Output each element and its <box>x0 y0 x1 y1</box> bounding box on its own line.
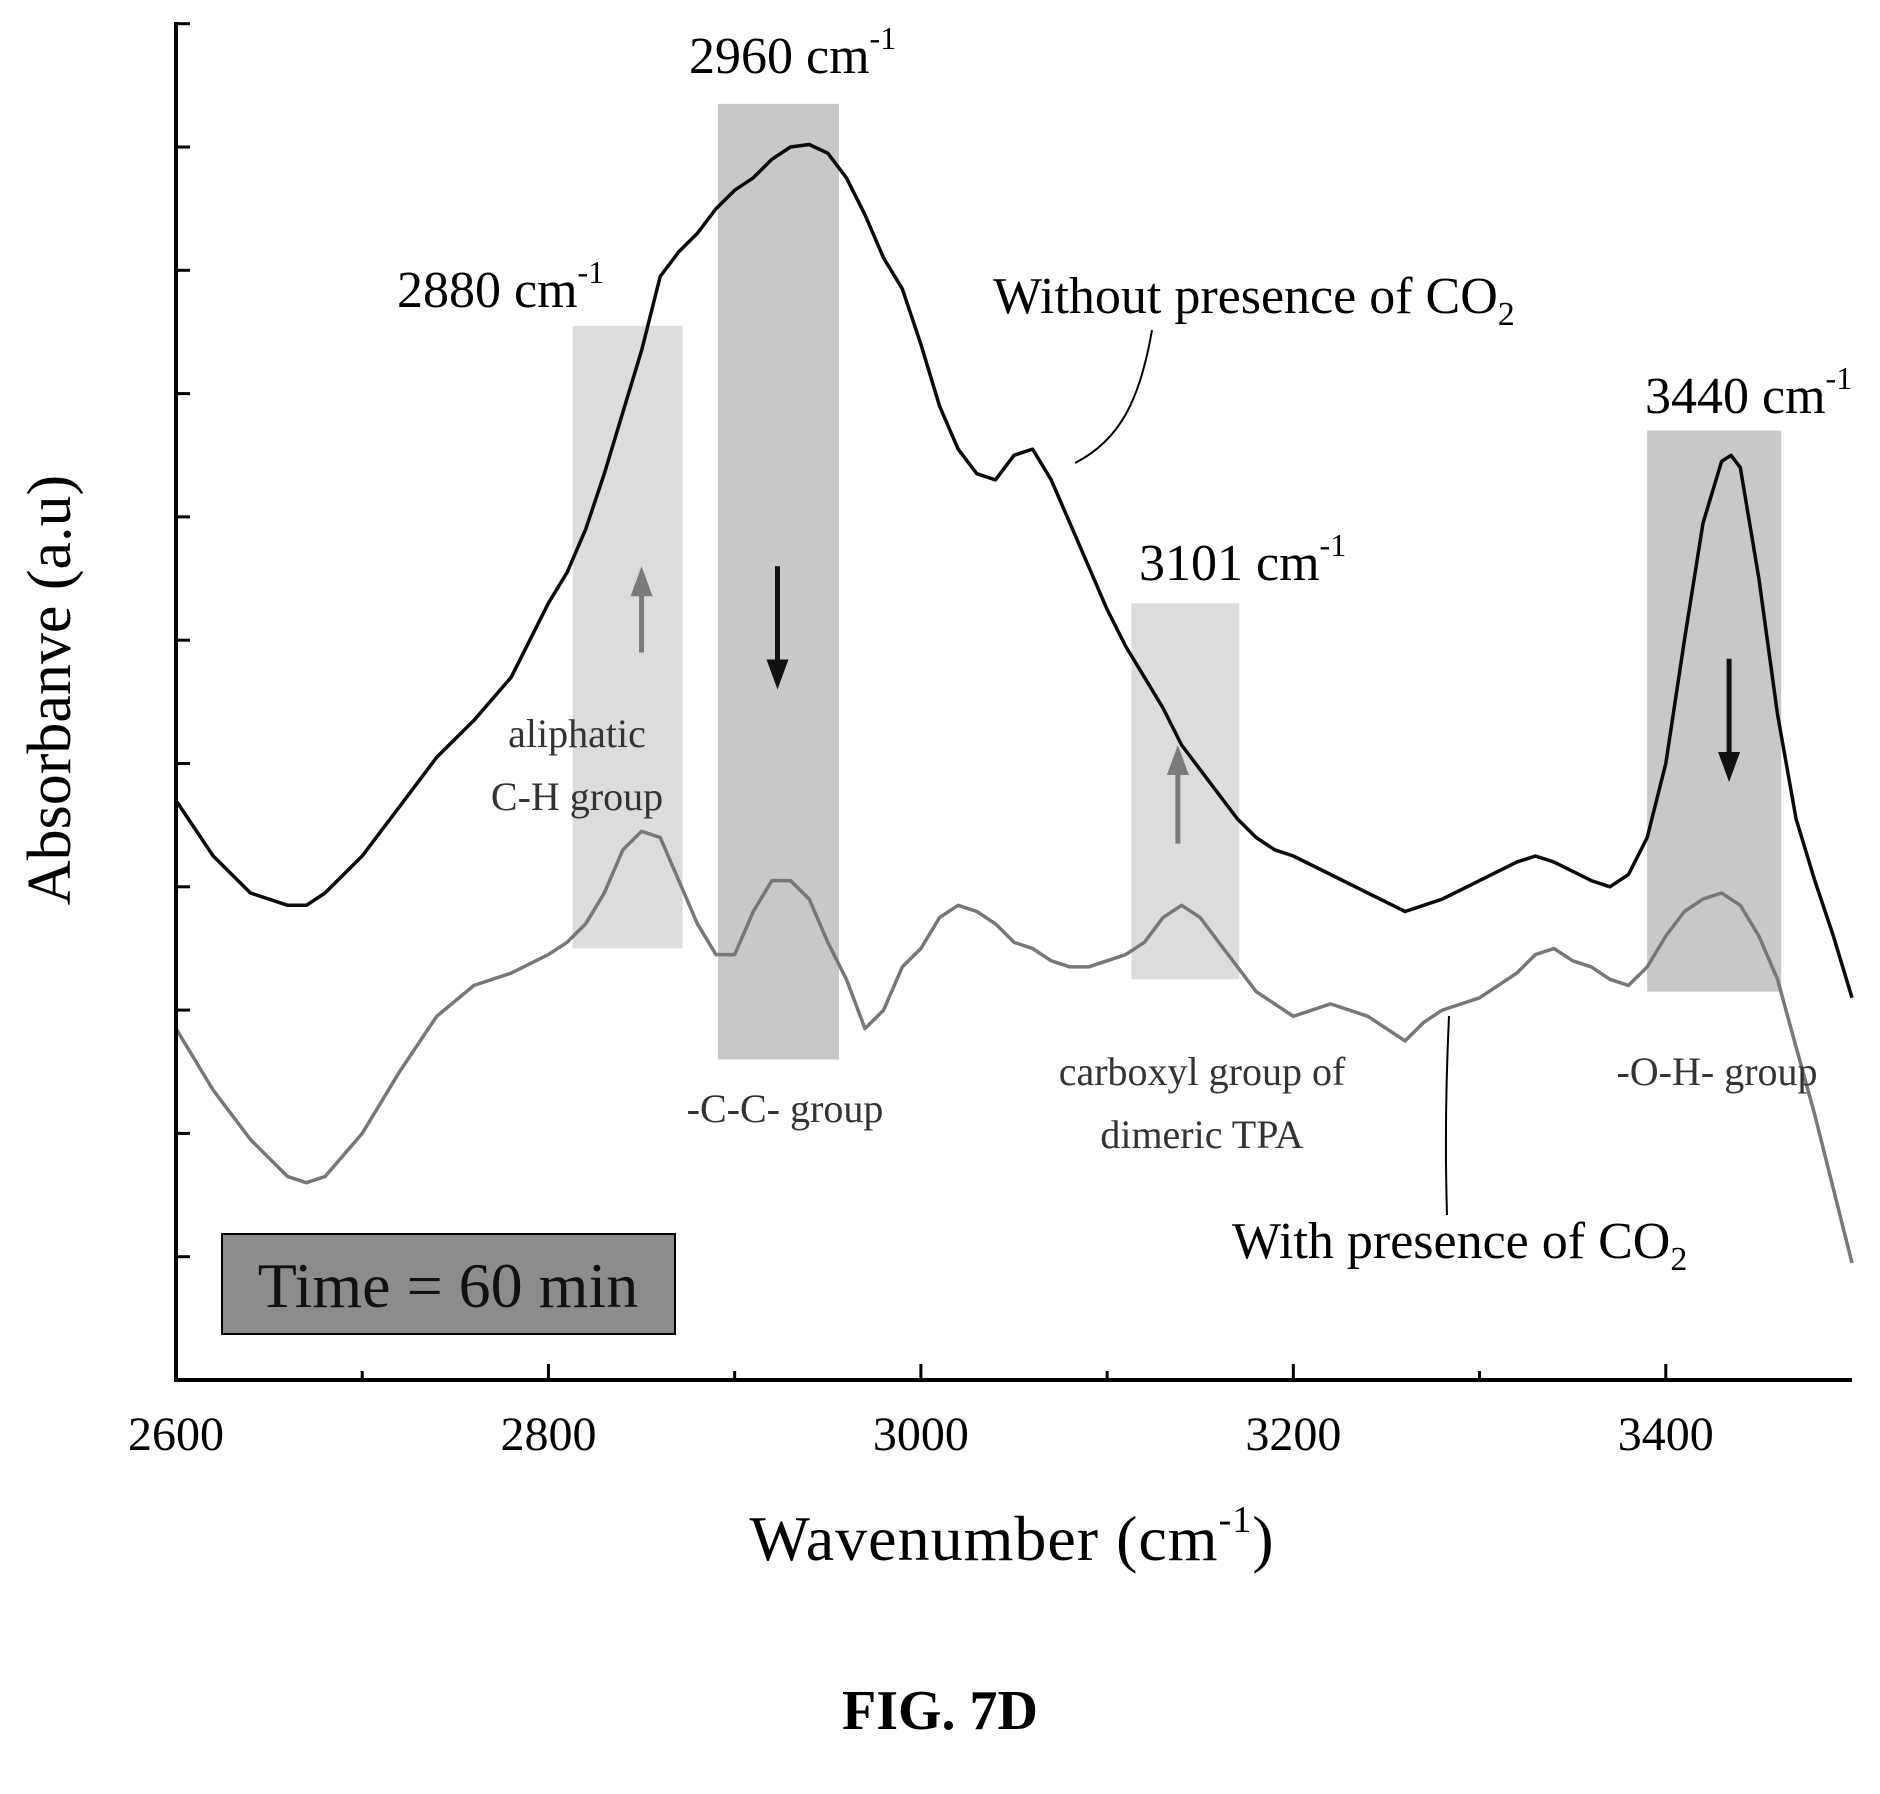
leader-line-without-co2 <box>1074 329 1153 464</box>
arrow-3440 <box>1718 658 1741 782</box>
group-label-carboxyl: carboxyl group of dimeric TPA <box>1059 1049 1346 1157</box>
x-tick-label: 2800 <box>500 1408 596 1461</box>
time-box <box>221 1233 676 1335</box>
x-axis-label: Wavenumber (cm-1) <box>749 1499 1274 1574</box>
y-axis-ticks <box>176 22 190 1382</box>
series-line-with-co2 <box>174 829 1854 1264</box>
group-label-aliphatic: aliphatic C-H group <box>491 711 663 819</box>
figure-caption: FIG. 7D <box>842 1680 1038 1742</box>
highlight-band-3440 <box>1647 430 1782 992</box>
x-tick-label: 3000 <box>873 1408 969 1461</box>
peak-label-3440: 3440 cm-1 <box>1645 360 1852 425</box>
peak-label-3101: 3101 cm-1 <box>1139 527 1346 592</box>
group-label-cc: -C-C- group <box>687 1086 884 1131</box>
peak-label-2880: 2880 cm-1 <box>397 254 604 319</box>
series-label-with-co2: With presence of CO2 <box>1232 1213 1687 1278</box>
time-box-label: Time = 60 min <box>258 1250 638 1321</box>
peak-label-2960: 2960 cm-1 <box>689 20 896 85</box>
series-label-without-co2: Without presence of CO2 <box>993 268 1515 333</box>
change-arrows <box>630 566 1741 844</box>
arrow-3101 <box>1166 745 1189 844</box>
y-axis-label: Absorbanve (a.u) <box>16 475 84 905</box>
x-tick-label: 3400 <box>1618 1408 1714 1461</box>
group-label-oh: -O-H- group <box>1616 1049 1817 1094</box>
x-tick-label: 3200 <box>1245 1408 1341 1461</box>
arrow-2880 <box>630 566 653 653</box>
x-axis-ticks: 2600 2800 3000 3200 3400 <box>128 1364 1714 1461</box>
x-tick-label: 2600 <box>128 1408 224 1461</box>
series-line-without-co2 <box>174 142 1854 999</box>
leader-line-with-co2 <box>1444 1015 1450 1216</box>
highlight-band-3101 <box>1131 603 1240 980</box>
arrow-2960 <box>766 566 789 690</box>
